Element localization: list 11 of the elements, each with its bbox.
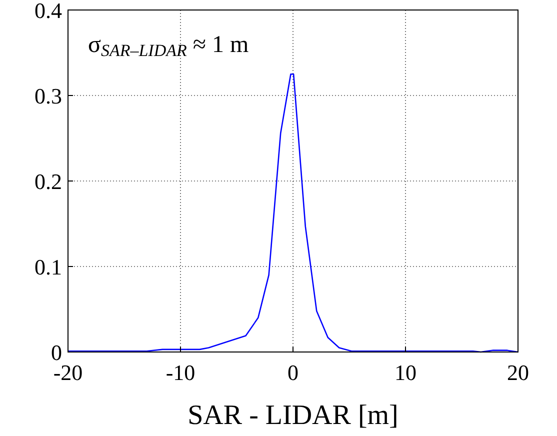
annotation: σ$_{SAR–LIDAR}$ ≈ 1 m: [88, 32, 250, 60]
x-tick-label: 20: [507, 360, 529, 385]
y-tick-label: 0.4: [34, 0, 62, 23]
x-tick-label: -10: [166, 360, 196, 385]
line-series: [67, 73, 519, 353]
x-tick-label: 10: [394, 360, 416, 385]
x-axis-title: SAR - LIDAR [m]: [188, 400, 398, 431]
y-tick-label: 0.1: [34, 254, 62, 280]
y-tick-label: 0.3: [34, 84, 62, 108]
x-tick-label: 0: [288, 360, 298, 385]
y-tick-label: 0.2: [34, 169, 62, 194]
